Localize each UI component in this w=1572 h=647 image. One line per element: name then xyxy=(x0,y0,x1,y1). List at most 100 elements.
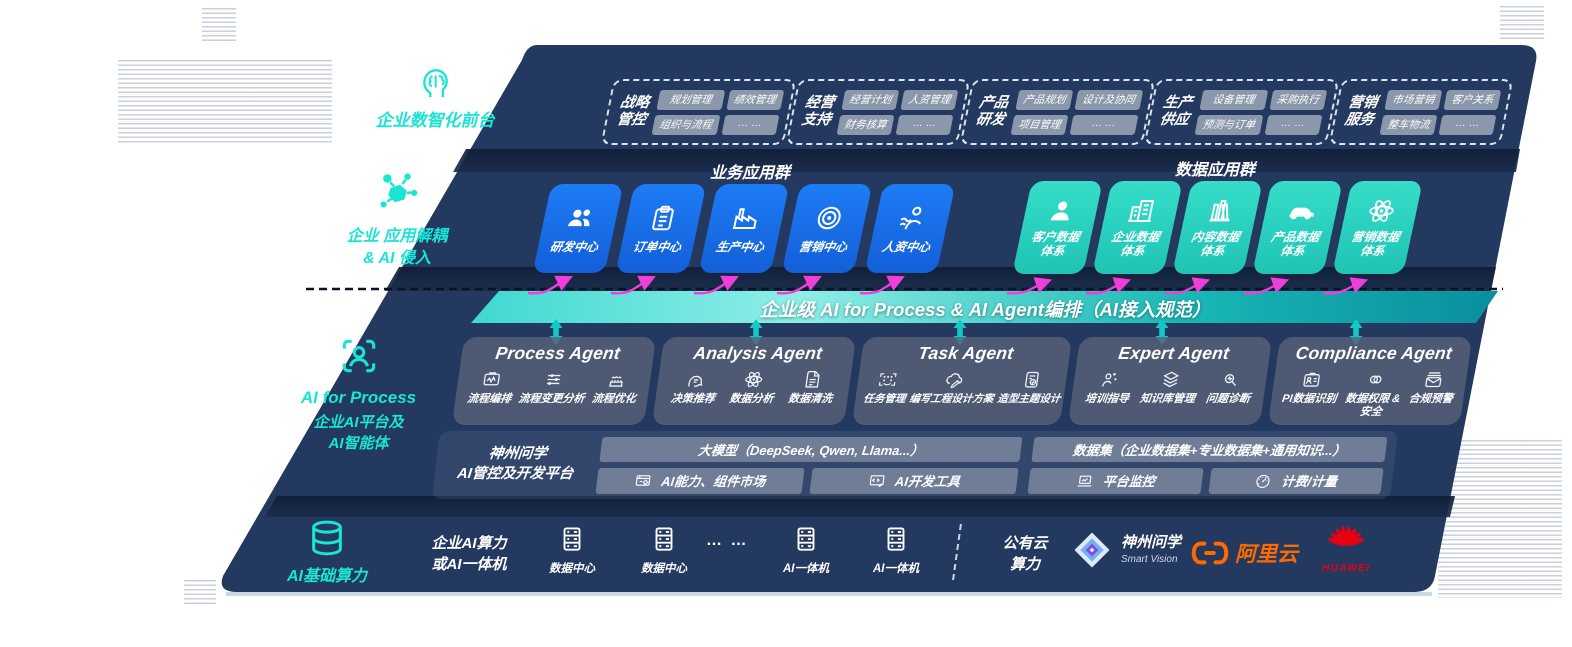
smartvision-logo: 神州问学 Smart Vision xyxy=(1072,530,1181,570)
halftone-stripes xyxy=(202,8,236,42)
node-datacenter-1: 数据中心 xyxy=(536,524,608,576)
app-rnd-center: 研发中心 xyxy=(532,184,624,273)
app-label: 人资中心 xyxy=(880,239,932,254)
app-label: 研发中心 xyxy=(548,239,600,254)
id-card-icon xyxy=(1300,369,1324,390)
category-chip: 绩效管理 xyxy=(725,89,784,110)
category-chip: … … xyxy=(1264,114,1323,135)
users-icon xyxy=(562,203,598,233)
server-icon xyxy=(791,524,821,554)
agent-item-label: PI数据识别 xyxy=(1281,393,1338,405)
category-title: 战略管控 xyxy=(615,94,651,128)
public-cloud-label: 公有云 算力 xyxy=(982,533,1068,575)
infrastructure-label: AI基础算力 xyxy=(268,518,386,586)
market-icon xyxy=(633,472,653,490)
category-chip: 规划管理 xyxy=(656,89,725,110)
category-marketing: 营销服务 市场营销 客户关系 整车物流 … … xyxy=(1328,79,1514,145)
data-group-title: 数据应用群 xyxy=(1174,162,1255,179)
category-title: 营销服务 xyxy=(1343,94,1379,128)
aliyun-brackets-icon xyxy=(1188,538,1232,568)
agent-item-label: 培训指导 xyxy=(1084,393,1130,405)
app-label: 订单中心 xyxy=(631,239,683,254)
compute-line2: 或AI一体机 xyxy=(431,556,507,573)
smartvision-name: 神州问学 xyxy=(1121,534,1182,552)
category-chip: 采购执行 xyxy=(1269,89,1328,110)
node-ai-appliance-2: AI一体机 xyxy=(860,524,932,576)
front-office-label: 企业数智化前台 xyxy=(360,62,510,131)
ai-platform-title-zh2: AI智能体 xyxy=(328,435,389,452)
halftone-stripes xyxy=(1500,6,1544,42)
category-chip: 项目管理 xyxy=(1010,114,1069,135)
server-icon xyxy=(557,524,587,554)
cake-icon xyxy=(605,369,629,390)
gauge-icon xyxy=(1253,472,1273,490)
magenta-arrows xyxy=(527,275,1369,295)
rings-icon xyxy=(1363,369,1387,390)
expert-agent-card: Expert Agent 培训指导 知识库管理 问题诊断 xyxy=(1067,337,1273,425)
diagnose-icon xyxy=(1219,369,1243,390)
car-icon xyxy=(1282,196,1320,226)
dev-platform-panel: 神州问学 AI管控及开发平台 大模型（DeepSeek, Qwen, Llama… xyxy=(431,431,1399,499)
decoupling-title-line2: & AI 侵入 xyxy=(363,250,431,268)
agent-item-label: 流程编排 xyxy=(466,393,512,405)
agent-title: Process Agent xyxy=(494,343,622,363)
public-cloud-line1: 公有云 xyxy=(1002,535,1048,552)
clipboard-icon xyxy=(645,203,681,233)
decoupling-title-line1: 企业 应用解耦 xyxy=(346,228,448,245)
category-chip: … … xyxy=(1069,114,1138,135)
dataset-bar: 数据集（企业数据集+专业数据集+通用知识...） xyxy=(1031,436,1388,462)
agent-item-label: 流程变更分析 xyxy=(517,393,586,405)
brain-icon xyxy=(415,62,455,102)
server-icon xyxy=(881,524,911,554)
cell-label: 计费/计量 xyxy=(1280,474,1338,489)
smartvision-subtitle: Smart Vision xyxy=(1121,553,1178,565)
node-datacenter-2: 数据中心 xyxy=(628,524,700,576)
category-chip: 人资管理 xyxy=(900,89,958,110)
person-wave-icon xyxy=(894,203,930,233)
category-title: 产品研发 xyxy=(974,94,1010,128)
front-office-title: 企业数智化前台 xyxy=(375,111,495,130)
app-label: 产品数据体系 xyxy=(1269,230,1321,258)
dev-platform-label: 神州问学 AI管控及开发平台 xyxy=(444,445,590,484)
public-cloud-line2: 算力 xyxy=(1009,556,1040,573)
halftone-stripes xyxy=(1438,440,1562,598)
app-hr-center: 人资中心 xyxy=(864,184,956,273)
category-chip: … … xyxy=(721,114,780,135)
data-app-group: 客户数据体系 企业数据体系 内容数据体系 产品数据体系 营销数据体系 xyxy=(1012,181,1423,274)
cell-billing: 计费/计量 xyxy=(1208,467,1384,494)
cell-label: AI开发工具 xyxy=(894,474,961,489)
chat-head-icon xyxy=(684,369,708,390)
category-title: 经营支持 xyxy=(800,94,836,128)
agent-item-label: 流程优化 xyxy=(590,393,637,405)
agent-title: Expert Agent xyxy=(1117,343,1231,363)
app-order-center: 订单中心 xyxy=(615,184,707,273)
category-chip: … … xyxy=(895,114,954,135)
category-chip: … … xyxy=(1438,114,1497,135)
app-label: 生产中心 xyxy=(714,239,766,254)
user-icon xyxy=(1043,196,1079,226)
agent-item-label: 造型主题设计 xyxy=(996,393,1062,405)
app-marketing-data: 营销数据体系 xyxy=(1332,181,1423,274)
agent-title: Compliance Agent xyxy=(1294,343,1454,363)
cell-label: 平台监控 xyxy=(1101,474,1156,489)
orchestration-bar-text: 企业级 AI for Process & AI Agent编排（AI接入规范） xyxy=(759,299,1211,320)
category-chip: 产品规划 xyxy=(1015,89,1074,110)
database-icon xyxy=(307,518,347,558)
agent-item-label: 合规预警 xyxy=(1408,393,1454,405)
factory-icon xyxy=(728,203,764,233)
scan-person-icon xyxy=(337,334,381,378)
compute-label: 企业AI算力 或AI一体机 xyxy=(402,533,536,575)
layers-icon xyxy=(1158,369,1182,390)
category-chip: 经营计划 xyxy=(841,89,899,110)
agent-item-label: 决策推荐 xyxy=(669,393,716,405)
category-chip: 预测与订单 xyxy=(1195,114,1264,135)
app-label: 内容数据体系 xyxy=(1189,230,1241,258)
node-label: AI一体机 xyxy=(873,563,919,575)
app-marketing-center: 营销中心 xyxy=(781,184,873,273)
wave-card-icon xyxy=(480,369,504,390)
ai-platform-label: AI for Process 企业AI平台及 AI智能体 xyxy=(286,334,431,454)
mail-alert-icon xyxy=(1422,369,1446,390)
ai-platform-title-zh1: 企业AI平台及 xyxy=(313,414,404,431)
agent-item-label: 数据清洗 xyxy=(787,393,833,405)
